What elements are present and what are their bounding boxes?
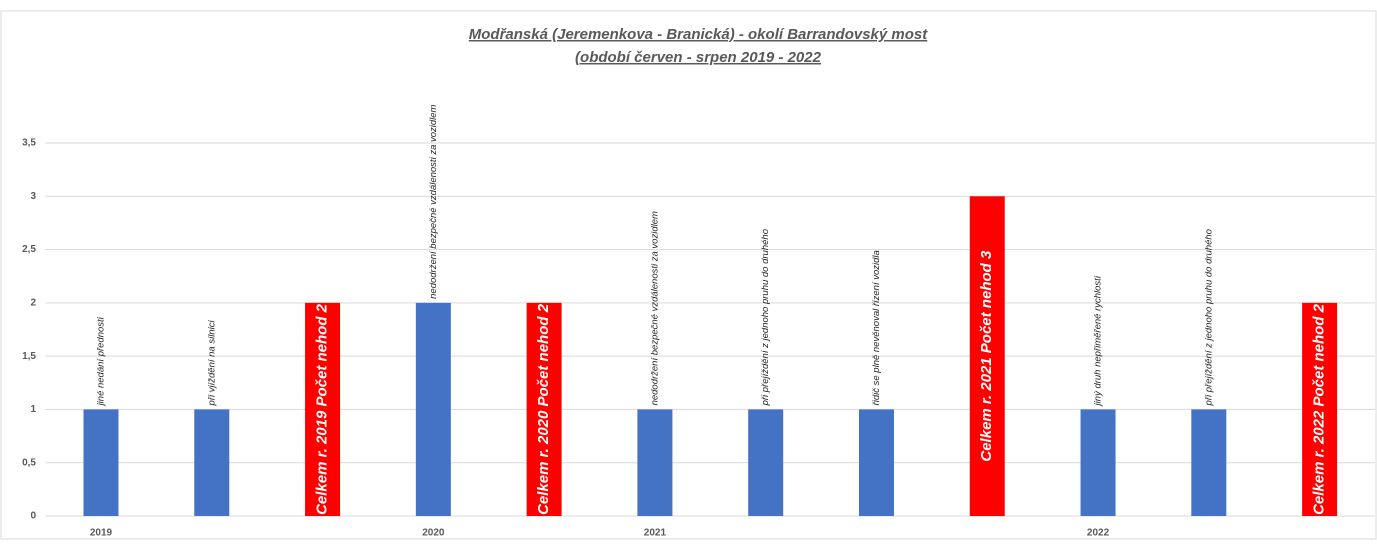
bar — [1302, 302, 1338, 516]
y-tick-label: 3,5 — [22, 138, 36, 149]
bar-annotation: nedodržení bezpečné vzdálenosti za vozid… — [428, 104, 439, 298]
bar — [83, 409, 119, 516]
bar-annotation: Celkem r. 2022 Počet nehod 2 — [1311, 303, 1328, 515]
y-tick-label: 2 — [30, 297, 36, 308]
bar-annotation: jiné nedání přednosti — [96, 316, 107, 407]
chart-subtitle: (období červen - srpen 2019 - 2022 — [575, 49, 822, 66]
bar-annotation: Celkem r. 2019 Počet nehod 2 — [314, 303, 331, 515]
x-tick-label: 2019 — [90, 528, 113, 539]
bar — [858, 409, 894, 516]
bar — [1080, 409, 1116, 516]
bar — [415, 302, 451, 516]
y-tick-label: 2,5 — [22, 244, 36, 255]
bar — [194, 409, 230, 516]
bar-annotation: jiný druh nepřiměřené rychlosti — [1093, 275, 1104, 407]
bar-annotation: Celkem r. 2020 Počet nehod 2 — [535, 303, 552, 515]
bar — [305, 302, 341, 516]
bar-annotation: při vjíždění na silnici — [206, 320, 217, 407]
y-tick-label: 1,5 — [22, 351, 36, 362]
bar-annotation: Celkem r. 2021 Počet nehod 3 — [978, 250, 995, 462]
bar-annotation: při přejíždění z jednoho pruhu do druhéh… — [760, 229, 771, 406]
chart-border — [0, 10, 1377, 540]
y-tick-label: 1 — [30, 404, 36, 415]
bar — [637, 409, 673, 516]
x-tick-label: 2021 — [644, 528, 667, 539]
bar — [1191, 409, 1227, 516]
y-tick-label: 3 — [30, 191, 36, 202]
bar — [526, 302, 562, 516]
x-tick-label: 2020 — [422, 528, 445, 539]
x-tick-label: 2022 — [1087, 528, 1110, 539]
y-tick-label: 0 — [30, 511, 36, 522]
chart-title: Modřanská (Jeremenkova - Branická) - oko… — [469, 26, 929, 43]
bar — [748, 409, 784, 516]
bar — [969, 196, 1005, 517]
bar-annotation: řidič se plně nevěnoval řízení vozidla — [871, 250, 882, 405]
bar-annotation: při přejíždění z jednoho pruhu do druhéh… — [1203, 229, 1214, 406]
y-tick-label: 0,5 — [22, 457, 36, 468]
bar-annotation: nedodržení bezpečné vzdálenosti za vozid… — [649, 211, 660, 405]
